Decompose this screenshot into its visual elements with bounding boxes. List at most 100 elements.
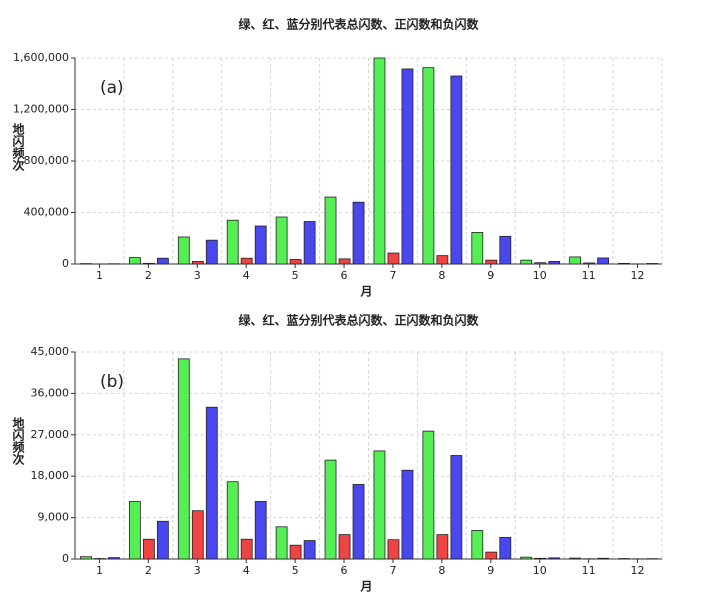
bar (598, 558, 609, 559)
bar (535, 263, 546, 264)
bar (339, 259, 350, 264)
y-tick-label: 9,000 (38, 511, 70, 524)
x-tick-label: 7 (389, 564, 396, 577)
x-tick-label: 4 (243, 564, 250, 577)
y-axis-label: 地闪频次 (11, 416, 25, 466)
x-tick-label: 11 (582, 564, 596, 577)
bar (178, 359, 189, 559)
bar (241, 258, 252, 264)
x-tick-label: 8 (438, 564, 445, 577)
y-tick-label: 0 (62, 257, 69, 270)
y-tick-label: 0 (62, 552, 69, 565)
x-tick-label: 2 (145, 269, 152, 282)
bar (290, 259, 301, 264)
bar (451, 76, 462, 264)
x-tick-label: 10 (533, 269, 547, 282)
bar (472, 232, 483, 264)
bar (157, 258, 168, 264)
bar (388, 540, 399, 559)
bar (80, 557, 91, 559)
bar (500, 236, 511, 264)
bar (437, 535, 448, 559)
x-tick-label: 1 (96, 269, 103, 282)
bar (423, 68, 434, 264)
bar (423, 431, 434, 559)
x-tick-label: 3 (194, 269, 201, 282)
chart-title: 绿、红、蓝分别代表总闪数、正闪数和负闪数 (238, 313, 479, 328)
y-tick-label: 800,000 (24, 154, 70, 167)
x-axis-label: 月 (359, 580, 372, 594)
x-tick-label: 5 (292, 564, 299, 577)
bar (535, 558, 546, 559)
bar (521, 260, 532, 264)
bar (374, 451, 385, 559)
bar (227, 482, 238, 559)
bar (325, 197, 336, 264)
bar (647, 263, 658, 264)
x-tick-label: 2 (145, 564, 152, 577)
bar (402, 470, 413, 559)
bar (353, 484, 364, 559)
bar (549, 558, 560, 559)
bar (570, 257, 581, 264)
x-tick-label: 12 (631, 564, 645, 577)
x-tick-label: 7 (389, 269, 396, 282)
x-tick-label: 4 (243, 269, 250, 282)
annotation: (a) (100, 78, 124, 98)
x-tick-label: 6 (341, 269, 348, 282)
x-axis-label: 月 (359, 285, 372, 299)
bar (549, 261, 560, 264)
y-tick-label: 400,000 (24, 206, 70, 219)
bar (451, 456, 462, 560)
x-tick-label: 10 (533, 564, 547, 577)
y-tick-label: 45,000 (31, 345, 70, 358)
bar (353, 202, 364, 264)
bar (374, 58, 385, 264)
y-tick-label: 36,000 (31, 386, 70, 399)
bar (192, 261, 203, 264)
y-tick-label: 1,200,000 (13, 103, 69, 116)
x-tick-label: 1 (96, 564, 103, 577)
y-tick-label: 1,600,000 (13, 51, 69, 64)
bar (276, 527, 287, 559)
chart-title: 绿、红、蓝分别代表总闪数、正闪数和负闪数 (238, 17, 479, 32)
bar (521, 557, 532, 559)
bar (276, 217, 287, 264)
bar (255, 502, 266, 560)
bar (500, 537, 511, 559)
x-tick-label: 9 (487, 269, 494, 282)
x-tick-label: 5 (292, 269, 299, 282)
bar (178, 237, 189, 264)
bar (570, 558, 581, 559)
annotation: (b) (100, 372, 124, 392)
bar (108, 558, 119, 559)
bar (598, 258, 609, 264)
bar (304, 541, 315, 559)
bar (339, 535, 350, 559)
bar (206, 407, 217, 559)
bar (472, 530, 483, 559)
bar (241, 539, 252, 559)
bar (584, 263, 595, 264)
bar (486, 260, 497, 264)
bar (437, 256, 448, 264)
bar (143, 539, 154, 559)
x-tick-label: 11 (582, 269, 596, 282)
bar (227, 220, 238, 264)
bar (486, 552, 497, 559)
bar (255, 226, 266, 264)
y-tick-label: 18,000 (31, 469, 70, 482)
x-tick-label: 12 (631, 269, 645, 282)
bar (192, 511, 203, 559)
x-tick-label: 6 (341, 564, 348, 577)
bar (304, 222, 315, 264)
bar (388, 253, 399, 264)
bar (325, 460, 336, 559)
bar (402, 69, 413, 264)
x-tick-label: 9 (487, 564, 494, 577)
bar (129, 502, 140, 560)
x-tick-label: 3 (194, 564, 201, 577)
bar (206, 240, 217, 264)
bar (143, 263, 154, 264)
